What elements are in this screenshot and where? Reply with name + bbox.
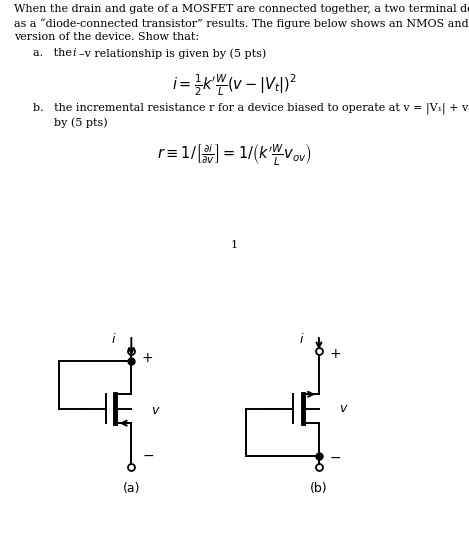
Text: 1: 1	[231, 240, 238, 249]
Text: When the drain and gate of a MOSFET are connected together, a two terminal devic: When the drain and gate of a MOSFET are …	[14, 4, 469, 14]
Text: $v$: $v$	[339, 402, 348, 415]
Text: $i$: $i$	[111, 333, 116, 347]
Text: as a “diode-connected transistor” results. The figure below shows an NMOS and a : as a “diode-connected transistor” result…	[14, 18, 469, 29]
Text: (b): (b)	[310, 482, 328, 495]
Text: $i$: $i$	[298, 333, 304, 347]
Text: version of the device. Show that:: version of the device. Show that:	[14, 32, 199, 42]
Text: $-$: $-$	[329, 449, 341, 463]
Text: $v$: $v$	[151, 404, 160, 418]
Text: –v relationship is given by (5 pts): –v relationship is given by (5 pts)	[79, 48, 266, 59]
Text: (a): (a)	[122, 482, 140, 495]
Text: +: +	[329, 347, 341, 361]
Text: i: i	[73, 48, 76, 58]
Text: b.   the incremental resistance r for a device biased to operate at v = |V₁| + v: b. the incremental resistance r for a de…	[33, 103, 469, 114]
Text: $-$: $-$	[142, 447, 154, 461]
Text: a.   the: a. the	[33, 48, 75, 58]
Text: $r \equiv 1/\left[\frac{\partial i}{\partial v}\right] = 1/\left(k' \frac{W}{L} : $r \equiv 1/\left[\frac{\partial i}{\par…	[157, 141, 312, 168]
Text: $i = \frac{1}{2}k' \frac{W}{L}(v - |V_t|)^2$: $i = \frac{1}{2}k' \frac{W}{L}(v - |V_t|…	[172, 73, 297, 98]
Text: by (5 pts): by (5 pts)	[54, 117, 107, 127]
Text: +: +	[142, 351, 153, 365]
